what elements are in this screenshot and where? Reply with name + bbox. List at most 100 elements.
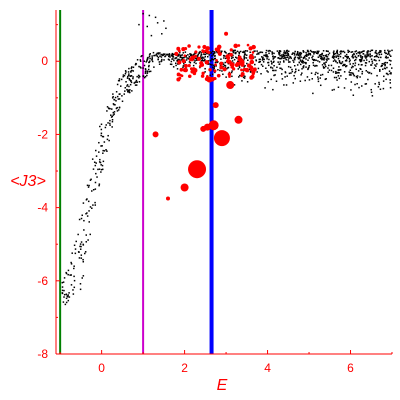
highlight-point — [212, 102, 219, 109]
data-point — [349, 74, 352, 76]
data-point — [249, 71, 252, 73]
data-point — [160, 53, 162, 56]
data-point — [283, 61, 285, 63]
data-point — [215, 65, 217, 67]
data-point — [85, 199, 88, 201]
data-point — [116, 110, 119, 112]
data-point — [297, 54, 300, 57]
data-point — [277, 57, 280, 59]
data-point — [100, 132, 103, 135]
data-point — [351, 55, 354, 57]
highlight-point — [228, 75, 231, 78]
data-point — [271, 67, 274, 69]
data-point — [92, 189, 95, 191]
data-point — [91, 190, 93, 192]
data-point — [98, 168, 101, 170]
data-point — [176, 68, 179, 70]
data-point — [151, 60, 154, 63]
data-point — [305, 62, 307, 64]
data-point — [168, 55, 170, 57]
data-point — [387, 56, 389, 59]
data-point — [144, 72, 147, 74]
highlight-point — [176, 72, 181, 77]
data-point — [316, 50, 319, 53]
data-point — [209, 51, 212, 53]
data-point — [167, 58, 170, 61]
data-point — [317, 80, 320, 83]
data-point — [146, 58, 149, 60]
data-point — [82, 244, 85, 246]
highlight-point — [213, 130, 230, 147]
data-point — [273, 74, 275, 77]
data-point — [274, 74, 276, 76]
data-point — [204, 53, 206, 56]
data-point — [344, 60, 347, 62]
data-point — [195, 57, 198, 60]
data-point — [74, 248, 77, 250]
data-point — [323, 62, 325, 65]
data-point — [99, 161, 102, 164]
data-point — [85, 241, 88, 243]
data-point — [166, 54, 168, 56]
data-point — [185, 54, 187, 57]
data-point — [128, 90, 130, 92]
data-point — [267, 71, 269, 73]
data-point — [370, 49, 373, 52]
data-point — [200, 57, 203, 59]
data-point — [359, 67, 361, 70]
data-point — [112, 95, 114, 98]
data-point — [355, 52, 358, 55]
data-point — [95, 155, 98, 157]
highlight-point — [198, 65, 202, 68]
data-point — [267, 61, 269, 64]
data-point — [374, 83, 376, 85]
data-point — [355, 68, 357, 71]
data-point — [365, 62, 368, 64]
data-point — [212, 66, 214, 69]
data-point — [337, 75, 340, 77]
highlight-point — [188, 57, 193, 62]
data-point — [161, 33, 163, 35]
data-point — [299, 54, 301, 57]
data-point — [138, 76, 140, 79]
data-point — [309, 54, 312, 56]
data-point — [171, 53, 174, 56]
data-point — [301, 59, 304, 62]
data-point — [284, 71, 287, 73]
data-point — [260, 56, 263, 58]
data-point — [232, 56, 234, 59]
data-point — [360, 56, 362, 58]
highlight-point — [248, 55, 253, 60]
data-point — [271, 51, 273, 53]
data-point — [340, 62, 343, 65]
data-point — [273, 64, 275, 67]
data-point — [333, 76, 336, 79]
data-point — [249, 70, 252, 72]
data-point — [287, 54, 290, 56]
data-point — [212, 50, 214, 53]
data-point — [138, 23, 140, 26]
data-point — [294, 70, 297, 73]
data-point — [339, 55, 342, 58]
data-point — [270, 78, 272, 81]
highlight-point — [206, 76, 213, 83]
data-point — [127, 74, 130, 77]
data-point — [308, 52, 310, 55]
data-point — [129, 75, 131, 77]
data-point — [284, 54, 286, 57]
data-point — [361, 57, 363, 59]
data-point — [134, 81, 136, 84]
data-point — [301, 60, 304, 63]
data-point — [284, 51, 287, 54]
highlight-point — [181, 59, 186, 64]
data-point — [366, 51, 368, 53]
data-point — [347, 55, 349, 58]
data-point — [253, 50, 255, 53]
data-point — [327, 58, 329, 60]
data-point — [227, 67, 229, 69]
data-point — [333, 50, 335, 52]
data-point — [263, 54, 265, 57]
data-point — [242, 51, 245, 54]
highlight-point — [230, 62, 235, 67]
data-point — [357, 63, 360, 66]
